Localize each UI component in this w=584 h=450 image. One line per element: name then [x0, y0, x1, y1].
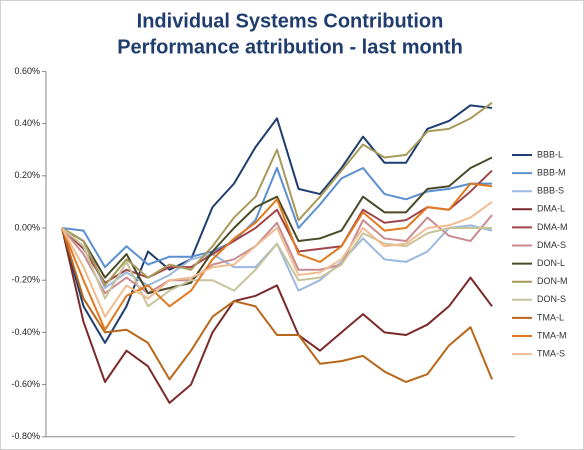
series-line	[61, 156, 493, 295]
series-line	[61, 101, 493, 287]
legend-label: TMA-M	[537, 330, 567, 340]
y-tick-label: -0.40%	[11, 327, 40, 337]
legend-label: TMA-L	[537, 312, 564, 322]
series-line	[61, 169, 493, 284]
legend-label: DMA-S	[537, 240, 566, 250]
y-tick-label: 0.20%	[14, 170, 40, 180]
y-tick-label: 0.60%	[14, 66, 40, 76]
series-line	[61, 182, 493, 331]
legend-label: BBB-L	[537, 149, 563, 159]
y-tick-label: 0.00%	[14, 222, 40, 232]
series-line	[61, 227, 493, 383]
series-line	[61, 227, 493, 404]
legend-label: TMA-S	[537, 348, 565, 358]
legend-label: DON-L	[537, 258, 565, 268]
series-line	[61, 201, 493, 318]
y-tick-label: 0.40%	[14, 118, 40, 128]
y-tick-label: -0.20%	[11, 275, 40, 285]
y-tick-label: -0.60%	[11, 379, 40, 389]
legend-label: DMA-M	[537, 222, 568, 232]
legend-label: DON-M	[537, 276, 568, 286]
series-line	[61, 227, 492, 308]
legend-label: BBB-S	[537, 186, 564, 196]
legend-label: DON-S	[537, 294, 566, 304]
y-tick-label: -0.80%	[11, 431, 40, 441]
series-line	[61, 166, 492, 269]
chart-title: Individual Systems Contribution	[137, 10, 444, 32]
series-line	[61, 214, 493, 295]
legend-label: BBB-M	[537, 167, 566, 177]
legend-label: DMA-L	[537, 204, 565, 214]
chart-subtitle: Performance attribution - last month	[117, 36, 463, 58]
